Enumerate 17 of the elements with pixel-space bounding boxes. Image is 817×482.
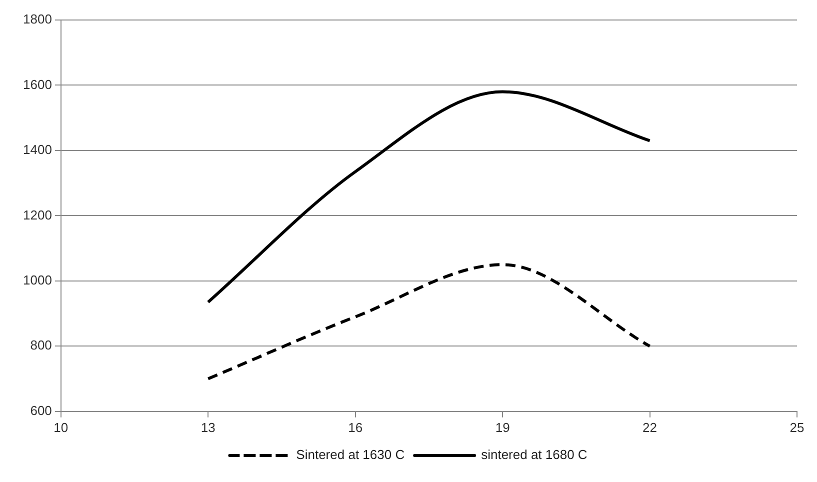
y-tick-label: 1200 bbox=[23, 207, 52, 222]
legend-label: sintered at 1680 C bbox=[481, 447, 588, 462]
x-tick-label: 10 bbox=[54, 420, 68, 435]
line-series bbox=[206, 263, 652, 380]
y-tick-label: 800 bbox=[30, 338, 52, 353]
y-tick-label: 1400 bbox=[23, 142, 52, 158]
line-series bbox=[206, 90, 652, 304]
legend-label: Sintered at 1630 C bbox=[296, 447, 405, 462]
x-tick-label: 16 bbox=[348, 420, 363, 435]
x-tick-label: 19 bbox=[495, 420, 510, 435]
x-tick-label: 22 bbox=[642, 420, 658, 435]
y-tick-label: 600 bbox=[30, 402, 52, 418]
y-tick-label: 1800 bbox=[23, 12, 52, 27]
x-tick-label: 25 bbox=[790, 420, 804, 435]
y-tick-label: 1600 bbox=[23, 76, 52, 92]
y-tick-label: 1000 bbox=[23, 272, 52, 288]
x-tick-label: 13 bbox=[200, 420, 216, 435]
